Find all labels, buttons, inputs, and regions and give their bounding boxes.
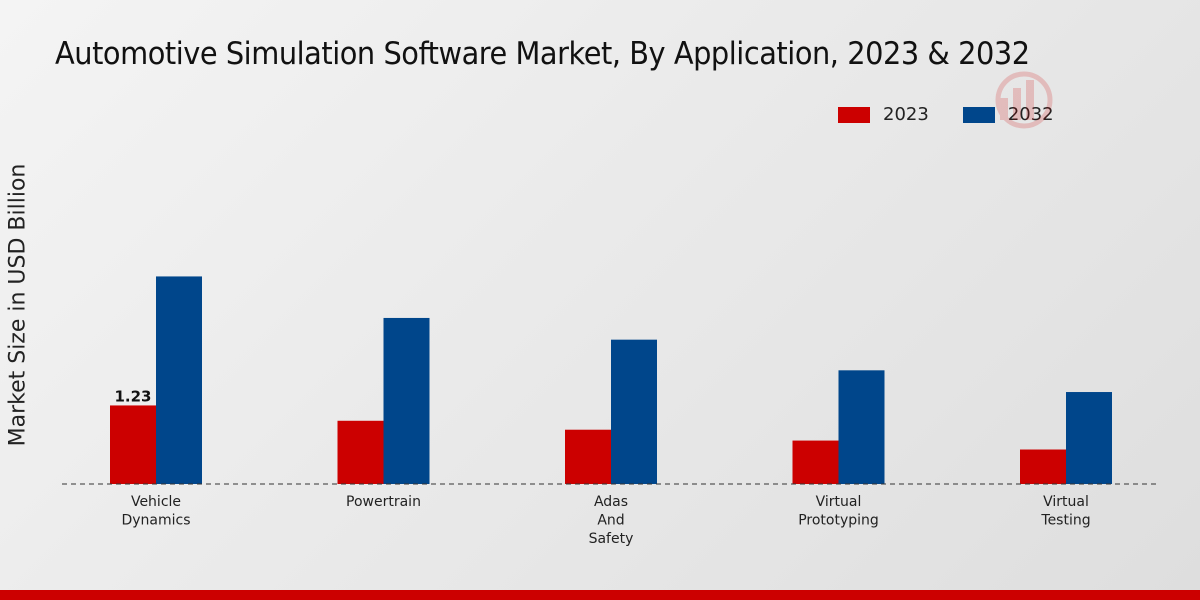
- bar-2023-0: [110, 405, 156, 484]
- footer-accent-bar: [0, 590, 1200, 600]
- bar-2023-4: [1020, 449, 1066, 484]
- x-tick-label: Virtual: [1043, 494, 1089, 510]
- legend-swatch-2023: [838, 106, 870, 123]
- legend: 2023 2032: [838, 104, 1088, 125]
- x-tick-label: Vehicle: [131, 494, 181, 510]
- legend-label-2032: 2032: [1008, 104, 1054, 125]
- x-tick-label: Virtual: [816, 494, 862, 510]
- legend-item-2023: 2023: [838, 104, 929, 125]
- x-tick-label: Dynamics: [121, 513, 190, 529]
- bar-2032-1: [383, 317, 430, 484]
- legend-label-2023: 2023: [883, 104, 929, 125]
- bar-2023-2: [565, 429, 611, 484]
- x-tick-label: Safety: [589, 531, 634, 547]
- bar-2032-2: [611, 339, 657, 484]
- x-tick-label: Prototyping: [798, 513, 879, 529]
- x-tick-label: Testing: [1040, 513, 1090, 529]
- bar-2032-4: [1066, 392, 1112, 484]
- data-label: 1.23: [114, 387, 151, 405]
- x-tick-label: Powertrain: [346, 494, 421, 510]
- watermark-logo-icon: [995, 71, 1053, 129]
- chart-title: Automotive Simulation Software Market, B…: [55, 36, 1030, 72]
- legend-item-2032: 2032: [962, 104, 1054, 125]
- x-tick-label: And: [597, 513, 624, 529]
- legend-swatch-2032: [962, 106, 995, 123]
- bar-2032-0: [156, 276, 202, 484]
- bar-2023-1: [337, 420, 384, 484]
- bar-2032-3: [838, 370, 885, 484]
- bar-2023-3: [792, 440, 839, 484]
- x-tick-label: Adas: [594, 494, 628, 510]
